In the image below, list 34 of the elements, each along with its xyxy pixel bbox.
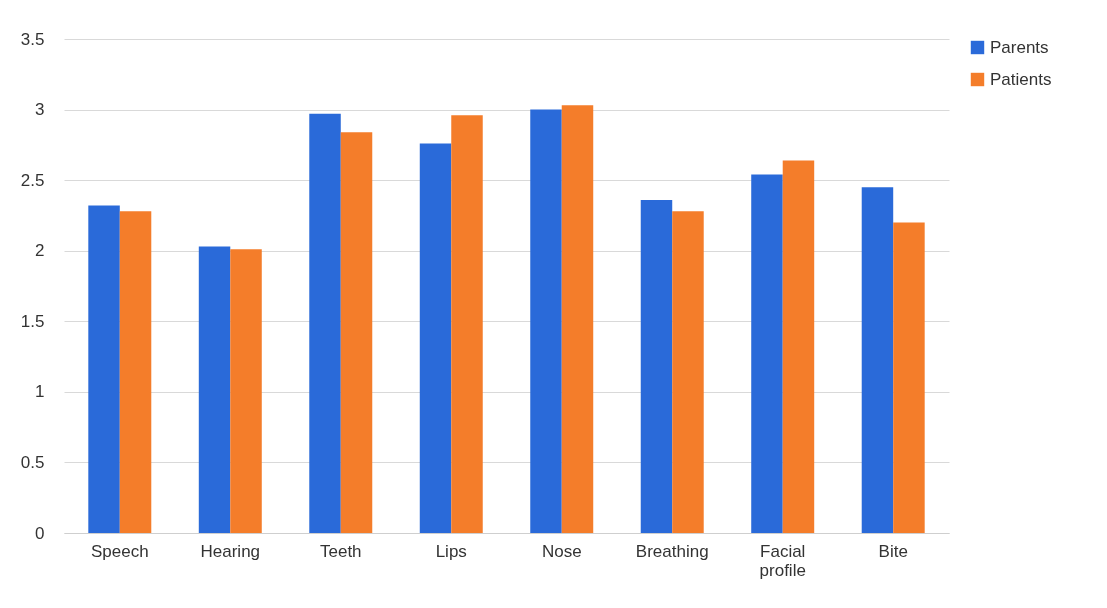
bar [893,222,925,533]
bar [561,105,594,533]
x-tick-label: Teeth [319,541,362,561]
bar [861,187,894,533]
legend-label: Parents [990,37,1049,57]
bar [230,249,262,533]
legend-label: Patients [990,69,1052,89]
y-tick-label: 1 [35,382,45,402]
bar [340,132,373,533]
y-tick-label: 3 [35,100,45,120]
x-tick-label: Hearing [200,541,261,561]
y-tick-label: 2.5 [20,170,45,190]
y-tick-label: 2 [35,241,45,261]
bar [640,199,673,533]
bar [88,205,120,533]
bar [309,113,341,533]
bar [751,174,783,533]
y-tick-label: 0 [35,523,45,543]
bar [119,211,152,533]
bar [451,115,483,533]
x-tick-label: Nose [541,541,582,561]
x-tick-label: Breathing [635,541,709,561]
bar [419,143,452,533]
bar [672,211,704,533]
y-tick-label: 3.5 [20,29,45,49]
x-tick-label: Speech [90,541,149,561]
y-tick-label: 0.5 [20,452,45,472]
y-tick-label: 1.5 [20,311,45,331]
bar [198,246,231,533]
bar [530,109,562,533]
x-tick-label: Bite [878,541,908,561]
x-tick-label: Lips [435,541,467,561]
bar [782,160,815,533]
x-tick-label: Facial profile [759,541,806,580]
